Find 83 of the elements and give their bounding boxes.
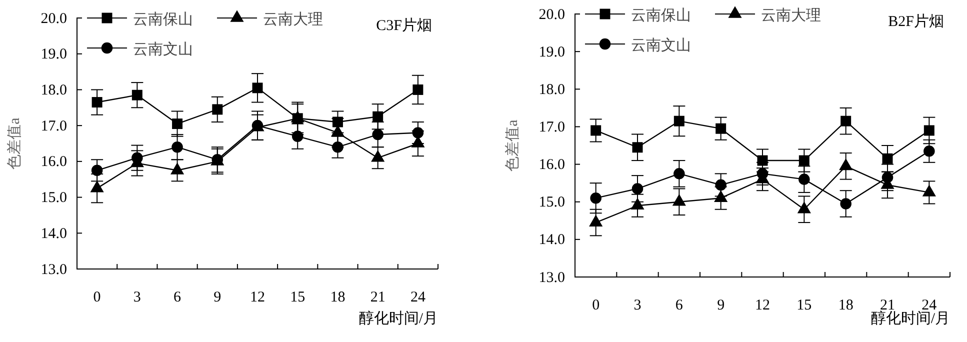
point xyxy=(882,172,894,184)
point xyxy=(590,125,602,136)
point xyxy=(674,116,684,126)
point xyxy=(632,142,643,153)
point xyxy=(839,158,853,170)
point xyxy=(90,180,104,192)
y-tick-label: 13.0 xyxy=(40,262,67,278)
point xyxy=(756,168,768,180)
point xyxy=(798,174,810,185)
point xyxy=(715,179,726,191)
point xyxy=(172,118,183,130)
y-tick-label: 17.0 xyxy=(40,118,67,134)
x-tick-label: 0 xyxy=(93,290,101,306)
y-tick-label: 18.0 xyxy=(538,82,565,98)
point xyxy=(132,90,142,100)
point xyxy=(412,127,424,138)
y-tick-label: 14.0 xyxy=(538,232,565,248)
point xyxy=(412,84,424,95)
x-tick-label: 15 xyxy=(796,298,812,314)
legend-label: 云南大理 xyxy=(761,7,821,24)
y-tick-label: 14.0 xyxy=(40,226,67,242)
point xyxy=(91,164,103,176)
legend-label: 云南保山 xyxy=(133,11,193,28)
x-tick-label: 12 xyxy=(755,298,770,314)
legend-label: 云南文山 xyxy=(631,37,691,54)
point xyxy=(132,152,143,164)
x-tick-label: 3 xyxy=(634,298,642,314)
point xyxy=(840,116,852,126)
point xyxy=(372,111,384,122)
point xyxy=(672,194,686,206)
y-tick-label: 16.0 xyxy=(40,154,67,170)
point xyxy=(371,150,385,162)
point xyxy=(882,153,893,164)
x-tick-label: 21 xyxy=(370,290,386,306)
point xyxy=(632,183,644,194)
point xyxy=(252,82,263,94)
y-tick-label: 20.0 xyxy=(40,10,67,27)
point xyxy=(589,214,603,226)
point xyxy=(630,198,644,210)
legend-label: 云南文山 xyxy=(133,41,193,58)
x-tick-label: 18 xyxy=(838,298,854,314)
y-tick-label: 17.0 xyxy=(538,120,565,136)
x-tick-label: 6 xyxy=(174,290,182,306)
y-tick-label: 18.0 xyxy=(40,82,67,99)
x-tick-label: 15 xyxy=(290,290,306,306)
y-tick-label: 15.0 xyxy=(40,190,67,206)
x-tick-label: 9 xyxy=(717,298,725,314)
legend-label: 云南大理 xyxy=(263,11,323,28)
y-axis-title: 色差值a xyxy=(6,117,23,170)
point xyxy=(674,168,685,180)
point xyxy=(798,155,810,166)
y-axis-title: 色差值a xyxy=(504,119,521,172)
y-tick-label: 16.0 xyxy=(538,157,565,174)
point xyxy=(797,202,811,214)
point xyxy=(924,125,934,136)
point xyxy=(924,146,935,157)
point xyxy=(92,97,102,108)
chart-title: C3F片烟 xyxy=(376,17,432,34)
x-tick-label: 24 xyxy=(410,290,426,306)
point xyxy=(590,192,602,204)
chart-title: B2F片烟 xyxy=(888,13,944,30)
x-tick-label: 9 xyxy=(214,290,222,306)
x-tick-label: 3 xyxy=(133,290,141,306)
x-tick-label: 6 xyxy=(675,298,684,314)
y-tick-label: 20.0 xyxy=(538,6,565,23)
y-tick-label: 15.0 xyxy=(538,194,565,211)
y-tick-label: 13.0 xyxy=(538,270,565,286)
point xyxy=(716,123,726,134)
x-tick-label: 0 xyxy=(592,298,600,314)
point xyxy=(840,198,852,210)
point xyxy=(170,162,184,174)
legend-label: 云南保山 xyxy=(631,7,691,24)
point xyxy=(332,141,344,153)
y-tick-label: 19.0 xyxy=(538,44,565,60)
point xyxy=(212,104,223,115)
point xyxy=(292,130,304,142)
x-axis-title: 醇化时间/月 xyxy=(358,310,438,327)
x-tick-label: 18 xyxy=(330,290,346,306)
point xyxy=(922,184,936,196)
y-tick-label: 19.0 xyxy=(40,46,67,63)
point xyxy=(172,141,183,153)
x-tick-label: 12 xyxy=(250,290,265,306)
point xyxy=(372,128,384,140)
